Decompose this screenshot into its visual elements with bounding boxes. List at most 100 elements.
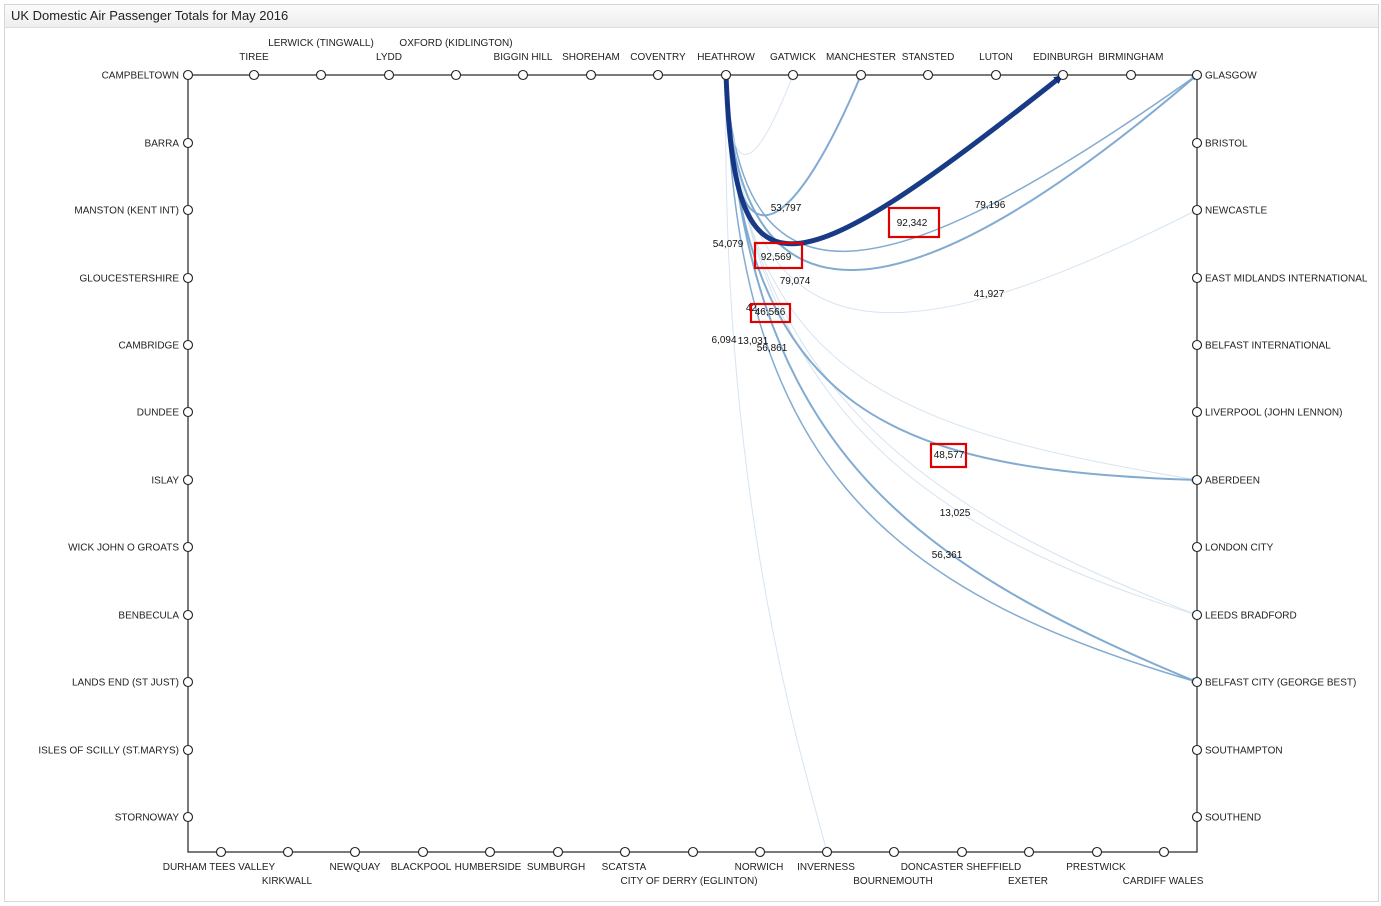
node-luton[interactable]: [990, 69, 1002, 81]
node-benbecula[interactable]: [182, 609, 194, 621]
node-bristol[interactable]: [1191, 137, 1203, 149]
airport-nodes: [182, 69, 1203, 858]
label-oxford-kidlington: OXFORD (KIDLINGTON): [399, 38, 512, 49]
flow-line-newcastle[interactable]: [725, 74, 1198, 314]
value-label-edinburgh: 92,342: [897, 218, 928, 229]
node-gatwick[interactable]: [787, 69, 799, 81]
node-humberside[interactable]: [484, 846, 496, 858]
node-manston-kent-int[interactable]: [182, 204, 194, 216]
flow-line-extra-2[interactable]: [725, 74, 1198, 683]
node-gloucestershire[interactable]: [182, 272, 194, 284]
node-tiree[interactable]: [248, 69, 260, 81]
node-southend[interactable]: [1191, 811, 1203, 823]
label-stornoway: STORNOWAY: [115, 813, 180, 824]
label-edinburgh: EDINBURGH: [1033, 52, 1093, 63]
label-norwich: NORWICH: [735, 862, 784, 873]
node-birmingham[interactable]: [1125, 69, 1137, 81]
label-isles-of-scilly-st-marys: ISLES OF SCILLY (ST.MARYS): [38, 746, 179, 757]
flow-line-glasgow[interactable]: [725, 74, 1198, 271]
label-barra: BARRA: [145, 139, 180, 150]
label-scatsta: SCATSTA: [602, 862, 647, 873]
value-label-newcastle: 41,927: [974, 289, 1005, 300]
node-city-of-derry-eglinton[interactable]: [687, 846, 699, 858]
node-inverness[interactable]: [821, 846, 833, 858]
highlight-box: [929, 442, 968, 469]
node-aberdeen[interactable]: [1191, 474, 1203, 486]
node-norwich[interactable]: [754, 846, 766, 858]
node-stornoway[interactable]: [182, 811, 194, 823]
node-glasgow[interactable]: [1191, 69, 1203, 81]
node-london-city[interactable]: [1191, 541, 1203, 553]
node-southampton[interactable]: [1191, 744, 1203, 756]
label-aberdeen: ABERDEEN: [1205, 476, 1260, 487]
node-biggin-hill[interactable]: [517, 69, 529, 81]
node-cambridge[interactable]: [182, 339, 194, 351]
flow-line-extra-4[interactable]: [725, 74, 794, 155]
label-birmingham: BIRMINGHAM: [1099, 52, 1164, 63]
node-campbeltown[interactable]: [182, 69, 194, 81]
value-label-glasgow: 79,196: [975, 200, 1006, 211]
label-exeter: EXETER: [1008, 876, 1048, 887]
label-lerwick-tingwall: LERWICK (TINGWALL): [268, 38, 374, 49]
node-belfast-city-george-best[interactable]: [1191, 676, 1203, 688]
node-isles-of-scilly-st-marys[interactable]: [182, 744, 194, 756]
label-city-of-derry-eglinton: CITY OF DERRY (EGLINTON): [620, 876, 757, 887]
label-manston-kent-int: MANSTON (KENT INT): [74, 206, 179, 217]
node-coventry[interactable]: [652, 69, 664, 81]
node-east-midlands-international[interactable]: [1191, 272, 1203, 284]
node-durham-tees-valley[interactable]: [215, 846, 227, 858]
node-kirkwall[interactable]: [282, 846, 294, 858]
node-lands-end-st-just[interactable]: [182, 676, 194, 688]
node-oxford-kidlington[interactable]: [450, 69, 462, 81]
node-islay[interactable]: [182, 474, 194, 486]
node-lerwick-tingwall[interactable]: [315, 69, 327, 81]
node-doncaster-sheffield[interactable]: [956, 846, 968, 858]
flow-line-belfast-city-george-best[interactable]: [725, 74, 1198, 683]
node-blackpool[interactable]: [417, 846, 429, 858]
node-leeds-bradford[interactable]: [1191, 609, 1203, 621]
label-doncaster-sheffield: DONCASTER SHEFFIELD: [901, 862, 1022, 873]
node-lydd[interactable]: [383, 69, 395, 81]
label-liverpool-john-lennon: LIVERPOOL (JOHN LENNON): [1205, 408, 1342, 419]
node-manchester[interactable]: [855, 69, 867, 81]
label-glasgow: GLASGOW: [1205, 71, 1257, 82]
node-wick-john-o-groats[interactable]: [182, 541, 194, 553]
label-wick-john-o-groats: WICK JOHN O GROATS: [68, 543, 179, 554]
node-sumburgh[interactable]: [552, 846, 564, 858]
highlight-box: [887, 206, 941, 239]
flow-line-inverness[interactable]: [725, 74, 828, 853]
node-liverpool-john-lennon[interactable]: [1191, 406, 1203, 418]
node-prestwick[interactable]: [1091, 846, 1103, 858]
value-label-extra: 54,079: [713, 239, 744, 250]
flow-lines: [723, 73, 1198, 853]
node-barra[interactable]: [182, 137, 194, 149]
node-scatsta[interactable]: [619, 846, 631, 858]
label-southampton: SOUTHAMPTON: [1205, 746, 1283, 757]
label-benbecula: BENBECULA: [118, 611, 179, 622]
node-exeter[interactable]: [1023, 846, 1035, 858]
label-durham-tees-valley: DURHAM TEES VALLEY: [163, 862, 276, 873]
label-southend: SOUTHEND: [1205, 813, 1261, 824]
highlight-boxes: [749, 206, 968, 469]
node-shoreham[interactable]: [585, 69, 597, 81]
node-edinburgh[interactable]: [1057, 69, 1069, 81]
node-dundee[interactable]: [182, 406, 194, 418]
node-cardiff-wales[interactable]: [1158, 846, 1170, 858]
label-london-city: LONDON CITY: [1205, 543, 1274, 554]
label-campbeltown: CAMPBELTOWN: [102, 71, 179, 82]
node-heathrow[interactable]: [720, 69, 732, 81]
flow-value-labels: 92,342 53,797 79,196 92,569 41,927 48,577 13,0…: [711, 200, 1005, 561]
chart-title: UK Domestic Air Passenger Totals for May…: [11, 8, 289, 23]
node-newquay[interactable]: [349, 846, 361, 858]
label-newcastle: NEWCASTLE: [1205, 206, 1268, 217]
node-belfast-international[interactable]: [1191, 339, 1203, 351]
label-dundee: DUNDEE: [137, 408, 180, 419]
flow-line-extra-0[interactable]: [725, 74, 1198, 252]
label-gatwick: GATWICK: [770, 52, 816, 63]
label-cardiff-wales: CARDIFF WALES: [1123, 876, 1204, 887]
node-newcastle[interactable]: [1191, 204, 1203, 216]
node-bournemouth[interactable]: [888, 846, 900, 858]
node-stansted[interactable]: [922, 69, 934, 81]
flow-line-edinburgh[interactable]: [723, 73, 1065, 247]
